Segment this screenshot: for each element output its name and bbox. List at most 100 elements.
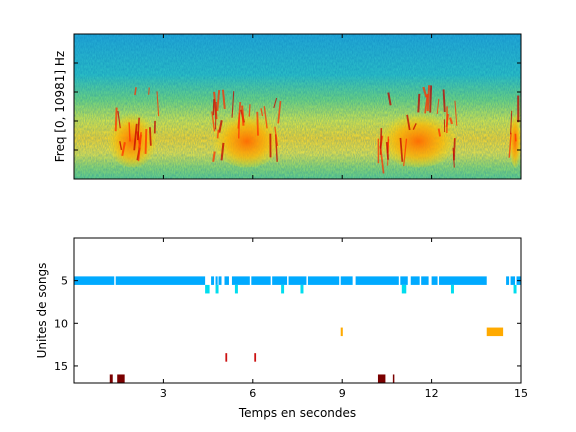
spectrogram-streak — [510, 110, 513, 135]
units-xtick-label: 12 — [425, 387, 439, 400]
spectrogram-streak — [417, 93, 421, 113]
spectrogram-streak — [442, 89, 446, 113]
spectrogram-streak — [385, 142, 389, 160]
spectrogram-burst — [377, 109, 459, 168]
spectrogram-streak — [508, 132, 512, 158]
unit-segment — [513, 284, 517, 294]
spectrogram-streak — [241, 105, 245, 126]
spectrogram-streak — [211, 111, 216, 132]
units-xtick-label: 15 — [514, 387, 528, 400]
unit-segment — [421, 276, 429, 285]
spectrogram-streak — [216, 129, 220, 139]
unit-segment — [439, 276, 487, 285]
unit-segment — [486, 327, 504, 337]
spectrogram-streak — [220, 142, 225, 161]
units-plot-area — [74, 238, 521, 383]
spectrogram-axes: Freq [0, 10981] Hz — [53, 33, 522, 180]
unit-segment — [215, 284, 219, 294]
unit-segment — [74, 276, 115, 285]
spectrogram-streak — [231, 91, 235, 118]
spectrogram-bursts — [106, 85, 521, 174]
spectrogram-streak — [426, 85, 431, 112]
unit-segment — [115, 276, 206, 285]
spectrogram-streak — [216, 89, 221, 112]
units-xlabel: Temps en secondes — [238, 406, 356, 420]
unit-segment — [211, 276, 215, 285]
units-ylabel: Unites de songs — [35, 263, 49, 359]
spectrogram-streak — [403, 138, 408, 167]
unit-segment — [205, 284, 210, 294]
units-xtick-label: 9 — [339, 387, 346, 400]
units-frame — [73, 237, 522, 384]
spectrogram-streak — [424, 93, 429, 114]
spectrogram-streak — [454, 100, 458, 126]
unit-segment — [288, 276, 307, 285]
spectrogram-streak — [128, 122, 131, 142]
unit-segment — [410, 276, 420, 285]
spectrogram-streak — [214, 101, 217, 130]
spectrogram-streak — [437, 128, 442, 137]
unit-segment — [231, 276, 250, 285]
spectrogram-streak — [379, 148, 385, 174]
unit-segment — [377, 374, 386, 383]
units-xtick-label: 3 — [160, 387, 167, 400]
spectrogram-streak — [274, 126, 279, 147]
spectrogram-streak — [119, 141, 123, 151]
spectrogram-streak — [156, 91, 160, 117]
unit-segment — [218, 276, 222, 285]
spectrogram-streak — [237, 102, 242, 129]
unit-segment — [340, 276, 353, 285]
units-ytick-label: 15 — [54, 360, 68, 373]
unit-segment — [215, 276, 218, 285]
spectrogram-streak — [137, 117, 140, 141]
unit-segment — [224, 276, 229, 285]
spectrogram-ticks — [74, 34, 522, 179]
spectrogram-streak — [429, 85, 433, 113]
units-axes: 3 6 9 12 15 5 10 15 Unites de songs Temps en se… — [35, 237, 528, 420]
spectrogram-streak — [121, 142, 126, 156]
units-ticks: 3 6 9 12 15 5 10 15 — [54, 238, 528, 400]
unit-segment — [340, 327, 343, 337]
unit-segment — [506, 276, 510, 285]
spectrogram-streak — [134, 87, 137, 96]
spectrogram-streak — [114, 107, 118, 132]
unit-segment — [254, 353, 257, 362]
unit-segment — [401, 284, 407, 294]
unit-segment — [355, 276, 399, 285]
unit-segment — [109, 374, 113, 383]
spectrogram-streak — [133, 123, 138, 151]
spectrogram-streak — [137, 132, 142, 149]
unit-segment — [392, 374, 395, 383]
spectrogram-ylabel: Freq [0, 10981] Hz — [53, 51, 67, 162]
units-ytick-label: 10 — [54, 317, 68, 330]
spectrogram-streak — [212, 99, 215, 116]
spectrogram-streak — [422, 86, 428, 98]
unit-segment — [400, 276, 408, 285]
spectrogram-streak — [260, 108, 264, 117]
spectrogram-frame — [73, 33, 522, 180]
unit-segment — [431, 276, 438, 285]
spectrogram-streak — [436, 98, 440, 115]
spectrogram-streak — [256, 111, 259, 136]
unit-segment — [234, 284, 238, 294]
spectrogram-burst — [211, 109, 283, 168]
spectrogram-streak — [273, 97, 278, 109]
unit-segment — [307, 276, 340, 285]
units-xtick-label: 6 — [249, 387, 256, 400]
spectrogram-streak — [148, 87, 150, 95]
spectrogram-streak — [221, 89, 226, 110]
spectrogram-streak — [387, 92, 392, 106]
spectrogram-streak — [248, 104, 251, 117]
spectrogram-streak — [263, 106, 268, 129]
spectrogram-streak — [412, 123, 417, 130]
spectrogram-streak — [117, 110, 121, 129]
spectrogram-streak — [406, 114, 411, 131]
unit-segment — [281, 284, 285, 294]
unit-segment — [251, 276, 271, 285]
unit-segment — [225, 353, 228, 362]
spectrogram-streak — [449, 117, 454, 125]
unit-segment — [117, 374, 125, 383]
units-marks — [74, 276, 521, 383]
unit-segment — [450, 284, 454, 294]
